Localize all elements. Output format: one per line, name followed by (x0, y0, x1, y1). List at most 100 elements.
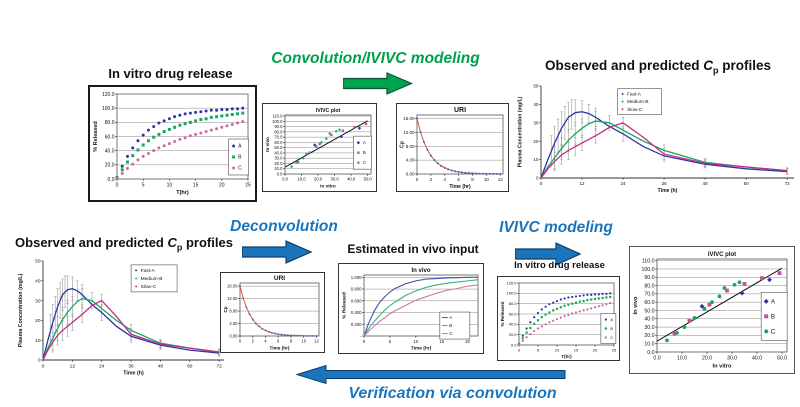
cp_bottom-svg: 0 10 20 30 40 50 0 12 24 36 48 60 72 Time (h) Plasma C… (18, 259, 224, 377)
svg-text:40.0: 40.0 (509, 322, 518, 327)
svg-text:36: 36 (128, 363, 134, 369)
svg-text:0.400: 0.400 (351, 310, 362, 315)
svg-text:30.0: 30.0 (331, 177, 340, 182)
svg-text:20: 20 (35, 318, 41, 324)
svg-text:24: 24 (99, 363, 105, 369)
svg-text:0.00: 0.00 (406, 172, 415, 177)
blue-right-arrow-ivivc-icon (515, 242, 581, 266)
svg-text:2: 2 (430, 177, 433, 182)
cp-top-heading-sub: p (713, 65, 719, 76)
svg-text:5: 5 (389, 339, 392, 344)
svg-text:B: B (771, 314, 775, 321)
invitro_top-svg: 0.0 20.0 40.0 60.0 80.0 100.0 120.0 0 5 10 15 20 25 T… (93, 92, 251, 196)
svg-text:20: 20 (219, 183, 225, 189)
svg-text:15: 15 (193, 183, 199, 189)
svg-text:8: 8 (290, 339, 293, 344)
svg-text:0.600: 0.600 (351, 298, 362, 303)
svg-text:6: 6 (457, 177, 460, 182)
cp-bottom-heading-suffix: profiles (182, 235, 233, 250)
svg-text:4.00: 4.00 (229, 321, 238, 326)
svg-text:% Released: % Released (341, 292, 347, 319)
svg-text:90.0: 90.0 (644, 275, 654, 281)
svg-text:48: 48 (158, 363, 164, 369)
svg-text:40.0: 40.0 (644, 317, 654, 323)
svg-text:40: 40 (533, 102, 539, 107)
svg-text:0: 0 (38, 358, 41, 364)
svg-text:20.0: 20.0 (509, 332, 518, 337)
ivivc-large-chart: 0.0 10.0 20.0 30.0 40.0 50.0 60.0 70.0 80.0 90.0 1… (629, 246, 795, 374)
svg-text:5: 5 (537, 348, 540, 353)
svg-text:B: B (238, 155, 242, 161)
svg-text:16.00: 16.00 (403, 116, 415, 121)
svg-text:URI: URI (274, 275, 285, 282)
svg-text:0.0: 0.0 (653, 356, 660, 362)
svg-text:In vivo: In vivo (265, 137, 270, 152)
cp-bottom-heading-sub: p (176, 242, 183, 253)
svg-text:Medium-B: Medium-B (141, 276, 163, 282)
svg-text:110.0: 110.0 (272, 114, 283, 119)
svg-text:0.0: 0.0 (511, 342, 517, 347)
svg-text:10: 10 (301, 339, 306, 344)
svg-text:110.0: 110.0 (642, 258, 655, 264)
svg-text:2: 2 (252, 339, 255, 344)
svg-text:90.0: 90.0 (274, 124, 283, 129)
svg-text:60.0: 60.0 (509, 311, 518, 316)
svg-text:100.0: 100.0 (102, 106, 115, 112)
svg-text:Fast-A: Fast-A (627, 92, 642, 97)
svg-text:25: 25 (612, 348, 617, 353)
svg-text:40: 40 (35, 278, 41, 284)
svg-text:0.0: 0.0 (282, 177, 288, 182)
svg-text:36: 36 (662, 181, 668, 186)
svg-text:50: 50 (533, 84, 539, 89)
cp-top-chart: 0 10 20 30 40 50 0 12 24 36 48 60 72 Time (h) Plasma C… (515, 80, 800, 204)
uri_top-svg: 0.00 4.00 8.00 12.00 16.00 0 2 4 6 8 10 12 URI Time (… (400, 107, 504, 190)
estimated-input-title: Estimated in vivo input (347, 242, 479, 256)
svg-text:10.0: 10.0 (677, 356, 687, 362)
svg-text:Plasma Concentration (mg/L): Plasma Concentration (mg/L) (518, 96, 524, 167)
svg-text:A: A (449, 315, 452, 320)
svg-text:60: 60 (187, 363, 193, 369)
svg-text:12: 12 (498, 177, 504, 182)
svg-text:80.0: 80.0 (644, 283, 654, 289)
svg-text:72: 72 (216, 363, 222, 369)
svg-text:0.0: 0.0 (647, 350, 654, 356)
uri-bottom-chart: 0.00 4.00 8.00 12.00 16.00 0 2 4 6 8 10 12 URI Time (… (220, 272, 325, 353)
cp-top-heading-c: C (703, 58, 714, 73)
svg-text:20: 20 (465, 339, 470, 344)
cp-top-heading-suffix: profiles (718, 58, 772, 73)
svg-text:Time (hr): Time (hr) (449, 184, 471, 190)
invitro-bottom-chart: 0.0 20.0 40.0 60.0 80.0 100.0 120.0 0 5 10 15 20 25 T… (497, 276, 620, 361)
svg-text:30.0: 30.0 (274, 156, 283, 161)
svg-text:10.0: 10.0 (644, 342, 654, 348)
svg-text:A: A (363, 140, 366, 145)
svg-text:0: 0 (116, 183, 119, 189)
svg-text:12.00: 12.00 (227, 296, 238, 301)
svg-text:20.0: 20.0 (314, 177, 323, 182)
ivivc-modeling-label: IVIVC modeling (499, 219, 613, 236)
svg-text:10.0: 10.0 (274, 166, 283, 171)
ivivc_large-svg: 0.0 10.0 20.0 30.0 40.0 50.0 60.0 70.0 80.0 90.0 1… (633, 252, 788, 369)
svg-text:8.00: 8.00 (406, 144, 415, 149)
svg-text:10: 10 (413, 339, 418, 344)
cp-bottom-heading-c: C (167, 235, 177, 250)
svg-text:8.00: 8.00 (229, 309, 238, 314)
svg-text:25: 25 (245, 183, 251, 189)
svg-text:50.0: 50.0 (777, 356, 787, 362)
svg-text:Slow-C: Slow-C (627, 107, 643, 112)
svg-text:0: 0 (42, 363, 45, 369)
svg-text:C: C (449, 331, 452, 336)
svg-text:60: 60 (744, 181, 750, 186)
svg-text:40.0: 40.0 (274, 150, 283, 155)
svg-text:120.0: 120.0 (506, 280, 517, 285)
svg-text:0: 0 (518, 348, 521, 353)
svg-text:A: A (771, 299, 776, 306)
svg-text:50.0: 50.0 (364, 177, 373, 182)
svg-text:10: 10 (555, 348, 560, 353)
svg-text:0: 0 (363, 339, 366, 344)
invitro_bottom-svg: 0.0 20.0 40.0 60.0 80.0 100.0 120.0 0 5 10 15 20 25 T… (500, 280, 617, 359)
svg-text:Time (hr): Time (hr) (270, 345, 290, 350)
svg-text:C: C (238, 166, 242, 172)
svg-text:Time (h): Time (h) (123, 371, 144, 377)
invivo-input-chart: - 0.200 0.400 0.600 0.800 1.000 0 5 10 15 20 In viv… (338, 263, 484, 354)
